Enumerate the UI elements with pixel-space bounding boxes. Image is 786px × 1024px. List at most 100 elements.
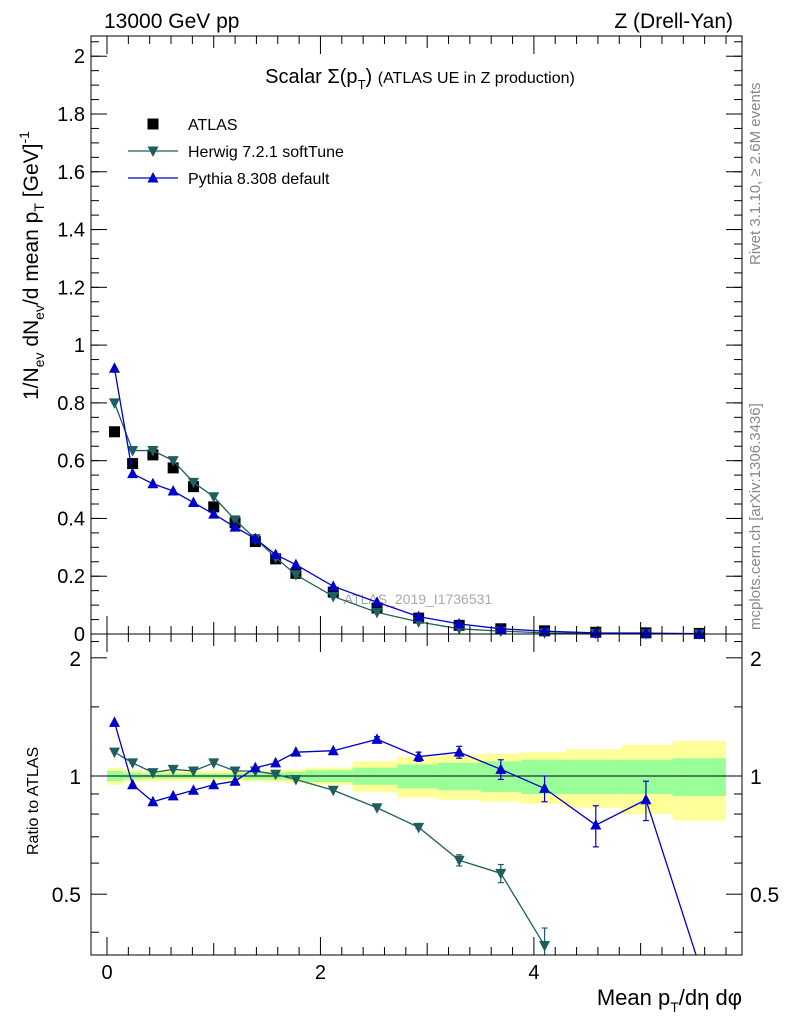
ratio-point [208, 758, 220, 769]
header-left: 13000 GeV pp [104, 10, 239, 33]
ratio-point [694, 959, 705, 970]
data-point [127, 446, 139, 457]
ratio-point [249, 761, 261, 773]
ratio-frame [90, 633, 743, 956]
data-point [108, 426, 120, 438]
data-point [270, 548, 282, 560]
data-point [229, 515, 241, 526]
ratio-point [127, 758, 139, 769]
ratio-point [453, 855, 465, 867]
data-point [208, 508, 220, 519]
data-point [453, 617, 465, 629]
data-point [229, 521, 241, 532]
main-title: Scalar Σ(pT) (ATLAS UE in Z production) [265, 66, 575, 92]
ratio-y-tick-label-right: 0.5 [750, 884, 779, 907]
analysis-watermark: ATLAS_2019_I1736531 [344, 591, 493, 607]
ratio-point [539, 782, 551, 793]
legend-label: ATLAS [188, 117, 238, 134]
y-tick-label: 0 [74, 624, 85, 646]
y-tick-label: 1.8 [57, 104, 85, 126]
ratio-point [108, 747, 120, 759]
ratio-point [495, 763, 507, 774]
data-point [167, 485, 179, 496]
x-tick-label: 2 [315, 962, 326, 984]
ratio-point [229, 775, 241, 786]
ratio-point [327, 785, 339, 797]
legend-marker [147, 118, 159, 130]
rivet-label: Rivet 3.1.10, ≥ 2.6M events [747, 83, 764, 266]
ratio-point [327, 744, 339, 756]
ratio-point [290, 746, 302, 757]
ratio-point [270, 756, 282, 768]
ratio-y-tick-label: 1 [69, 766, 81, 789]
data-point [108, 398, 120, 409]
data-point [539, 625, 551, 636]
y-tick-label: 1.2 [57, 277, 85, 299]
ratio-panel: 0 2 4 0.5 0.5 1 1 2 2 [52, 633, 779, 984]
data-point [249, 532, 261, 544]
data-point [208, 501, 220, 513]
data-point [147, 477, 159, 489]
ratio-point [290, 774, 302, 786]
ratio-point [229, 766, 241, 777]
ratio-series-group [108, 716, 705, 970]
legend-label: Herwig 7.2.1 softTune [188, 144, 344, 161]
ratio-point [640, 793, 652, 805]
y-tick-label: 0.4 [57, 508, 85, 530]
data-point [127, 467, 139, 479]
ratio-y-tick-label-right: 2 [750, 648, 762, 671]
data-point [413, 610, 425, 622]
main-panel: 0 0.2 0.4 0.6 0.8 1 1.2 1.4 1.6 1.8 2 [57, 35, 743, 955]
y-tick-label: 1.4 [57, 220, 85, 242]
ratio-point [270, 769, 282, 781]
data-point [640, 627, 652, 638]
y-tick-label: 0.6 [57, 451, 85, 473]
legend-label: Pythia 8.308 default [188, 171, 330, 188]
data-point [167, 462, 179, 474]
ratio-point [495, 868, 507, 880]
x-tick-label: 4 [528, 962, 539, 984]
main-ylabel: 1/Nev dNev/d mean pT [GeV]-1 [16, 131, 47, 400]
data-point [108, 362, 120, 373]
ratio-point [371, 803, 383, 814]
ratio-point [167, 764, 179, 776]
x-axis-label: Mean pT/dη dφ [597, 985, 742, 1015]
ratio-point [208, 778, 220, 790]
ratio-point [127, 778, 139, 790]
ratio-point [539, 941, 551, 952]
mcplots-label: mcplots.cern.ch [arXiv:1306.3436] [747, 403, 764, 630]
ratio-point [108, 716, 120, 727]
data-point [290, 558, 302, 570]
legend-marker [147, 172, 159, 183]
band-inner [621, 759, 673, 794]
ratio-point [413, 822, 425, 834]
ratio-point [453, 746, 465, 757]
y-tick-label: 2 [74, 46, 85, 68]
data-point [693, 627, 705, 639]
ratio-point [167, 789, 179, 801]
data-point [147, 446, 159, 457]
band-inner [437, 762, 481, 791]
y-tick-label: 0.2 [57, 566, 85, 588]
band-inner [565, 759, 622, 794]
data-point [327, 580, 339, 591]
y-tick-label: 0.8 [57, 393, 85, 415]
ratio-point [590, 819, 602, 830]
data-point [327, 591, 339, 603]
band-inner [672, 758, 726, 796]
data-point [495, 622, 507, 634]
data-point [290, 570, 302, 581]
data-point [127, 458, 139, 470]
ratio-y-tick-label: 2 [69, 648, 81, 671]
ratio-y-tick-label: 0.5 [52, 884, 81, 907]
ratio-y-tick-label-right: 1 [750, 766, 762, 789]
ratio-point [371, 733, 383, 744]
ratio-point [187, 766, 199, 777]
ratio-point [147, 768, 159, 779]
data-point [208, 492, 220, 503]
data-point [167, 456, 179, 467]
data-point [187, 496, 199, 508]
ratio-ylabel: Ratio to ATLAS [25, 747, 42, 855]
x-tick-label: 0 [101, 962, 112, 984]
